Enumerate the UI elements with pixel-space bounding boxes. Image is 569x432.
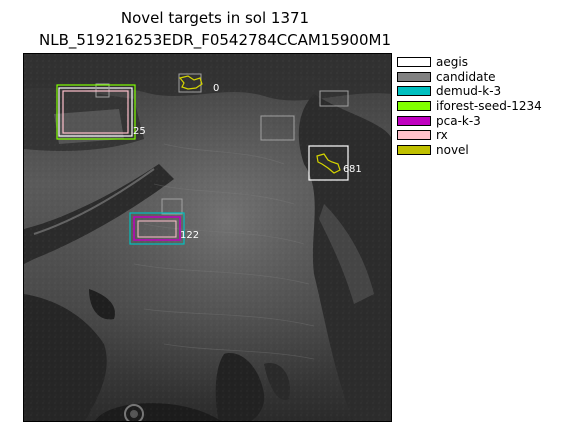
novel-outline-81: [316, 153, 341, 174]
legend-swatch-candidate: [397, 71, 431, 82]
target-label-0: 0: [213, 83, 219, 94]
legend-label-iforest: iforest-seed-1234: [436, 99, 542, 114]
pca-box-122: [133, 216, 181, 241]
legend-label-pca: pca-k-3: [436, 113, 481, 128]
legend-swatch-aegis: [397, 57, 431, 68]
target-label-6: 6: [343, 164, 349, 175]
novel-outline-0: [178, 75, 203, 90]
figure-title: Novel targets in sol 1371: [120, 9, 310, 27]
rx-box-122: [137, 220, 177, 238]
rover-image-panel: 0 25 6 81 122: [23, 53, 392, 422]
legend-item-iforest: iforest-seed-1234: [397, 99, 542, 114]
legend-item-pca: pca-k-3: [397, 113, 542, 128]
legend-label-demud: demud-k-3: [436, 84, 502, 99]
figure-subtitle: NLB_519216253EDR_F0542784CCAM15900M1: [39, 31, 391, 49]
target-label-122: 122: [180, 230, 199, 241]
legend-item-aegis: aegis: [397, 55, 542, 70]
legend-label-rx: rx: [436, 128, 448, 143]
demud-box-122: [129, 212, 185, 245]
legend-item-demud: demud-k-3: [397, 84, 542, 99]
candidate-box-e: [178, 73, 202, 93]
candidate-box-a: [319, 90, 349, 107]
candidate-box-d: [161, 198, 183, 215]
aegis-box-81: [308, 145, 349, 181]
legend-swatch-iforest: [397, 101, 431, 112]
legend-swatch-pca: [397, 115, 431, 126]
candidate-box-b: [260, 115, 295, 141]
legend-label-candidate: candidate: [436, 69, 496, 84]
legend: aegis candidate demud-k-3 iforest-seed-1…: [397, 55, 542, 157]
iforest-box-25: [56, 84, 136, 140]
legend-item-novel: novel: [397, 143, 542, 158]
legend-label-aegis: aegis: [436, 55, 468, 70]
target-label-25: 25: [133, 126, 146, 137]
legend-item-rx: rx: [397, 128, 542, 143]
legend-swatch-novel: [397, 144, 431, 155]
legend-label-novel: novel: [436, 142, 469, 157]
legend-swatch-demud: [397, 86, 431, 97]
legend-item-candidate: candidate: [397, 70, 542, 85]
rx-box-25: [62, 90, 129, 134]
rover-image: 0 25 6 81 122: [24, 54, 391, 421]
legend-swatch-rx: [397, 130, 431, 141]
target-label-81: 81: [349, 164, 362, 175]
